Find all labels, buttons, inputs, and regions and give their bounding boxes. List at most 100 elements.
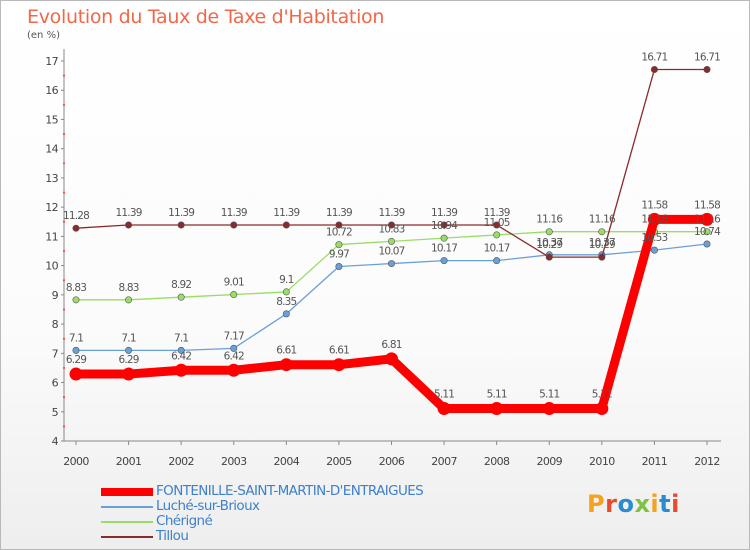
y-tick-label: 14	[45, 143, 58, 156]
x-tick-label: 2002	[168, 455, 194, 468]
data-point	[650, 246, 658, 254]
y-minor-tick	[62, 425, 66, 428]
axes: 4 5 6 7 8 9 10 11 12 13 14 15 16 17 2000 2001 2002 2003 20…	[45, 49, 721, 468]
legend-label: Luché-sur-Brioux	[156, 498, 260, 514]
data-point	[230, 344, 238, 352]
data-label: 5.11	[592, 389, 612, 401]
data-label: 16.71	[641, 51, 667, 63]
data-label: 10.53	[641, 232, 667, 244]
legend-swatch	[101, 488, 153, 496]
data-label: 8.83	[118, 282, 138, 294]
data-label: 11.58	[694, 199, 720, 211]
x-tick-label: 2008	[484, 455, 510, 468]
data-label: 10.29	[536, 239, 562, 251]
data-label: 7.17	[224, 330, 244, 342]
data-point	[650, 65, 658, 73]
proxiti-logo: Proxiti	[587, 490, 680, 518]
data-point	[125, 296, 133, 304]
y-minor-tick	[62, 396, 66, 399]
y-tick-label: 13	[45, 172, 58, 185]
data-point	[440, 234, 448, 242]
data-point	[174, 363, 188, 377]
chart-title: Evolution du Taux de Taxe d'Habitation	[27, 6, 385, 28]
data-label: 5.11	[487, 389, 507, 401]
data-label: 9.1	[279, 274, 293, 286]
x-tick-label: 2010	[589, 455, 615, 468]
data-label: 7.1	[121, 332, 135, 344]
y-tick-label: 15	[45, 113, 58, 126]
data-point	[598, 228, 606, 236]
logo-letter: P	[587, 490, 606, 518]
legend-swatch	[101, 521, 153, 523]
data-label: 7.1	[69, 332, 83, 344]
data-label: 7.1	[174, 332, 188, 344]
y-tick-label: 16	[45, 84, 58, 97]
data-point	[72, 224, 80, 232]
data-label: 10.29	[589, 239, 615, 251]
x-tick-label: 2005	[326, 455, 352, 468]
data-point	[703, 65, 711, 73]
data-point	[332, 358, 346, 372]
data-label: 6.42	[224, 350, 244, 362]
data-label: 11.05	[484, 217, 510, 229]
unit-label: (en %)	[27, 30, 60, 41]
data-point	[282, 288, 290, 296]
data-label: 11.39	[116, 207, 142, 219]
data-label: 10.07	[378, 246, 404, 258]
data-label: 6.61	[329, 345, 349, 357]
legend-swatch	[101, 506, 153, 508]
data-label: 10.72	[326, 227, 352, 239]
data-point	[493, 231, 501, 239]
x-tick-label: 2003	[221, 455, 247, 468]
series-lines	[69, 65, 714, 416]
data-label: 11.39	[378, 207, 404, 219]
data-label: 11.28	[63, 210, 89, 222]
y-minor-tick	[62, 366, 66, 370]
y-minor-tick	[62, 337, 66, 340]
data-point	[177, 221, 185, 229]
data-point	[177, 293, 185, 301]
data-point	[122, 367, 136, 381]
data-label: 16.71	[694, 51, 720, 63]
y-minor-tick	[62, 279, 66, 282]
y-minor-tick	[62, 220, 66, 223]
data-point	[177, 346, 185, 354]
x-tick-label: 2009	[536, 455, 562, 468]
x-tick-label: 2011	[642, 455, 668, 468]
logo-letter: i	[650, 490, 660, 518]
y-tick-label: 9	[52, 289, 59, 302]
data-point	[230, 221, 238, 229]
data-label: 10.83	[378, 223, 404, 235]
x-tick-label: 2000	[63, 455, 89, 468]
data-point	[72, 296, 80, 304]
logo-letter: r	[605, 490, 618, 518]
legend-label: FONTENILLE-SAINT-MARTIN-D'ENTRAIGUES	[156, 483, 424, 499]
y-tick-label: 11	[45, 230, 58, 243]
data-label: 6.42	[171, 350, 191, 362]
data-label: 6.81	[381, 339, 401, 351]
data-point	[440, 257, 448, 265]
data-point	[335, 262, 343, 270]
data-label: 9.01	[224, 277, 244, 289]
data-point	[598, 253, 606, 261]
data-point	[493, 257, 501, 265]
data-point	[703, 228, 711, 236]
data-label: 11.58	[641, 199, 667, 211]
data-label: 10.94	[431, 220, 458, 232]
data-point	[125, 221, 133, 229]
logo-letter: o	[617, 490, 635, 518]
x-tick-label: 2006	[379, 455, 405, 468]
x-tick-label: 2001	[116, 455, 142, 468]
data-label: 11.16	[641, 214, 668, 226]
data-label: 11.39	[221, 207, 247, 219]
data-point	[595, 402, 609, 416]
y-tick-label: 4	[52, 435, 59, 448]
data-label: 8.35	[276, 296, 296, 308]
data-label: 11.39	[273, 207, 299, 219]
data-point	[282, 221, 290, 229]
data-point	[385, 352, 398, 366]
data-point	[230, 291, 238, 299]
x-tick-label: 2007	[431, 455, 457, 468]
data-point	[703, 240, 711, 248]
data-point	[700, 212, 714, 226]
